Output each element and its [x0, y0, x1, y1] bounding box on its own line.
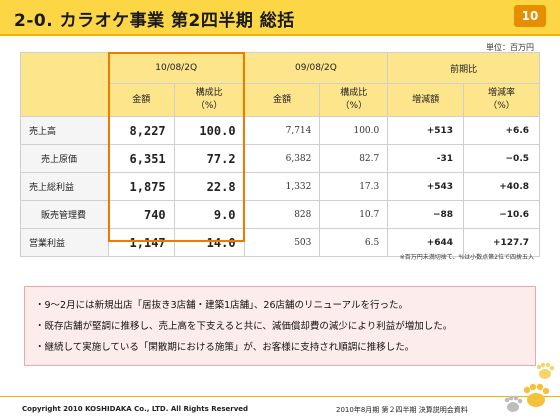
diff-rate-cell: +127.7: [463, 228, 540, 257]
unit-label: 単位：百万円: [486, 43, 534, 52]
table-row: 売上高 8,227 100.0 7,714 100.0 +513 +6.6: [20, 116, 540, 145]
prev-amount-cell: 1,332: [243, 172, 321, 201]
col-current-amount: 金額: [107, 83, 175, 117]
table-row: 販売管理費 740 9.0 828 10.7 −88 −10.6: [20, 200, 540, 229]
col-diff-rate: 増減率 （%）: [463, 83, 540, 117]
prev-amount-cell: 828: [243, 200, 321, 229]
page-number-badge: 10: [514, 5, 546, 27]
row-label: 売上原価: [20, 144, 109, 173]
note-item: ・9～2月には新規出店「居抜き3店舗・建築1店舗」、26店舗のリニューアルを行っ…: [35, 300, 409, 311]
current-amount-cell: 8,227: [107, 116, 175, 145]
prev-amount-cell: 6,382: [243, 144, 321, 173]
copyright-text: Copyright 2010 KOSHIDAKA Co., LTD. All R…: [22, 405, 249, 413]
title-bar: 2-0. カラオケ事業 第2四半期 総括 10: [0, 0, 560, 36]
prev-ratio-cell: 82.7: [319, 144, 389, 173]
table-corner-cell: [20, 52, 109, 117]
prev-ratio-cell: 17.3: [319, 172, 389, 201]
period-header-comparison: 前期比: [387, 52, 540, 84]
row-label: 営業利益: [20, 228, 109, 257]
footer-divider: [0, 396, 560, 397]
financial-summary-table: 10/08/2Q 09/08/2Q 前期比 金額 構成比 （%） 金額 構成比 …: [20, 52, 540, 257]
prev-ratio-cell: 100.0: [319, 116, 389, 145]
page-title: 2-0. カラオケ事業 第2四半期 総括: [14, 11, 295, 31]
current-amount-cell: 6,351: [107, 144, 175, 173]
current-ratio-cell: 14.0: [173, 228, 245, 257]
document-title: 2010年8月期 第２四半期 決算説明会資料: [336, 406, 468, 414]
row-label: 売上高: [20, 116, 109, 145]
col-prev-ratio: 構成比 （%）: [319, 83, 389, 117]
diff-amount-cell: +543: [387, 172, 465, 201]
paw-prints-icon: [504, 362, 555, 412]
summary-notes-box: ・9～2月には新規出店「居抜き3店舗・建築1店舗」、26店舗のリニューアルを行っ…: [24, 286, 536, 366]
col-prev-amount: 金額: [243, 83, 321, 117]
current-amount-cell: 740: [107, 200, 175, 229]
note-item: ・継続して実施している「閑散期における施策」が、お客様に支持され順調に推移した。: [35, 342, 415, 353]
diff-rate-cell: −10.6: [463, 200, 540, 229]
row-label: 販売管理費: [20, 200, 109, 229]
diff-amount-cell: +513: [387, 116, 465, 145]
diff-amount-cell: -31: [387, 144, 465, 173]
current-amount-cell: 1,875: [107, 172, 175, 201]
current-ratio-cell: 9.0: [173, 200, 245, 229]
table-row: 売上原価 6,351 77.2 6,382 82.7 -31 −0.5: [20, 144, 540, 173]
prev-amount-cell: 7,714: [243, 116, 321, 145]
current-ratio-cell: 100.0: [173, 116, 245, 145]
diff-rate-cell: +40.8: [463, 172, 540, 201]
row-label: 売上総利益: [20, 172, 109, 201]
current-ratio-cell: 77.2: [173, 144, 245, 173]
prev-ratio-cell: 6.5: [319, 228, 389, 257]
diff-amount-cell: +644: [387, 228, 465, 257]
current-amount-cell: 1,147: [107, 228, 175, 257]
diff-rate-cell: −0.5: [463, 144, 540, 173]
prev-ratio-cell: 10.7: [319, 200, 389, 229]
table-row: 売上総利益 1,875 22.8 1,332 17.3 +543 +40.8: [20, 172, 540, 201]
col-current-ratio: 構成比 （%）: [173, 83, 245, 117]
table-row: 営業利益 1,147 14.0 503 6.5 +644 +127.7: [20, 228, 540, 257]
period-header-previous: 09/08/2Q: [243, 52, 389, 84]
diff-rate-cell: +6.6: [463, 116, 540, 145]
note-item: ・既存店舗が堅調に推移し、売上高を下支えると共に、減価償却費の減少により利益が増…: [35, 321, 453, 332]
current-ratio-cell: 22.8: [173, 172, 245, 201]
period-header-current: 10/08/2Q: [107, 52, 245, 84]
col-diff-amount: 増減額: [387, 83, 465, 117]
rounding-footnote: ※百万円未満切捨て、%は小数点第2位で四捨五入: [399, 254, 534, 261]
prev-amount-cell: 503: [243, 228, 321, 257]
diff-amount-cell: −88: [387, 200, 465, 229]
